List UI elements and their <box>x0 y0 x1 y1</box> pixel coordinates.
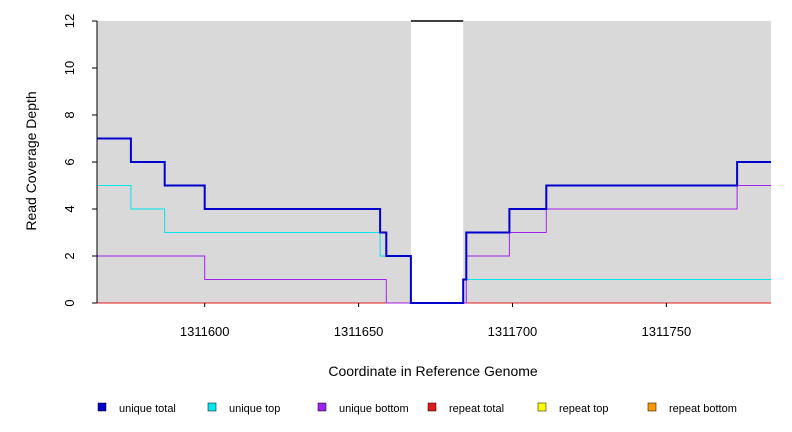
x-axis-title: Coordinate in Reference Genome <box>328 363 538 379</box>
legend-label: unique top <box>229 403 280 415</box>
y-axis-title: Read Coverage Depth <box>23 91 39 230</box>
series-layer <box>97 137 771 304</box>
y-tick-label: 4 <box>62 205 77 212</box>
series-unique-total <box>97 137 771 304</box>
x-tick-label: 1311750 <box>642 324 692 339</box>
legend: unique total unique top unique bottom repea… <box>97 402 737 415</box>
legend-item: repeat top <box>537 402 609 415</box>
y-tick-label: 8 <box>62 111 77 118</box>
legend-label: repeat total <box>449 403 504 415</box>
y-tick-label: 10 <box>62 61 77 75</box>
legend-item: unique bottom <box>317 402 409 415</box>
legend-swatch <box>537 402 547 412</box>
gap-region <box>410 21 464 303</box>
y-tick-label: 0 <box>62 299 77 306</box>
legend-swatch <box>647 402 657 412</box>
axis-layer: 0 2 4 6 8 10 12 1311600 1311650 1311700 1311750 <box>62 14 691 339</box>
x-tick-label: 1311650 <box>334 324 384 339</box>
y-tick-label: 6 <box>62 158 77 165</box>
legend-item: unique top <box>207 402 280 415</box>
legend-swatch <box>317 402 327 412</box>
y-tick-label: 12 <box>62 14 77 28</box>
x-tick-label: 1311600 <box>180 324 230 339</box>
x-tick-label: 1311700 <box>488 324 538 339</box>
legend-item: repeat total <box>427 402 504 415</box>
legend-swatch <box>97 402 107 412</box>
legend-label: repeat bottom <box>669 403 737 415</box>
legend-label: repeat top <box>559 403 609 415</box>
legend-swatch <box>207 402 217 412</box>
legend-item: unique total <box>97 402 176 415</box>
legend-label: unique bottom <box>339 403 409 415</box>
legend-label: unique total <box>119 403 176 415</box>
plot-layer <box>97 20 771 303</box>
y-tick-label: 2 <box>62 252 77 259</box>
legend-swatch <box>427 402 437 412</box>
legend-item: repeat bottom <box>647 402 737 415</box>
